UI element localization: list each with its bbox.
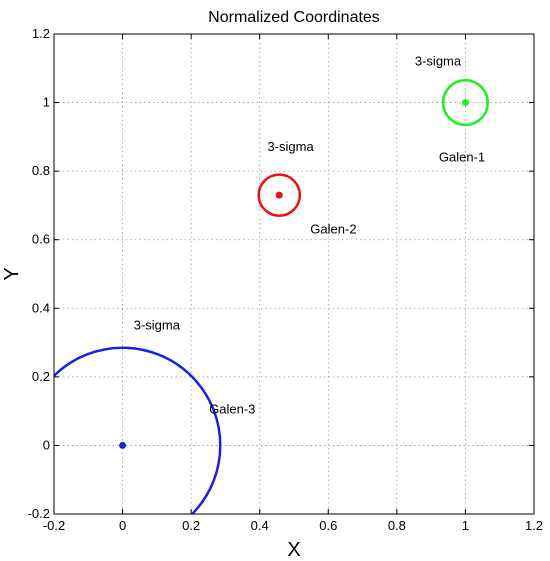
chart-title: Normalized Coordinates — [208, 9, 380, 26]
galen-3-sigma-label: 3-sigma — [134, 317, 181, 332]
x-tick-label: 0.8 — [388, 518, 406, 533]
x-tick-label: 0.2 — [182, 518, 200, 533]
galen-3-center-point — [119, 441, 127, 449]
annotations: Galen-1 3-sigma Galen-2 3-sigma Galen-3 3-sig… — [134, 53, 485, 416]
plot-frame — [53, 33, 535, 515]
x-tick-label: 0.6 — [319, 518, 337, 533]
x-axis-label: X — [287, 539, 300, 561]
galen-1-sigma-label: 3-sigma — [415, 53, 462, 68]
grid — [53, 33, 535, 515]
tick-labels: -0.2 0 0.2 0.4 0.6 0.8 1 1.2 -0.2 0 0.2 0.4 0.6 0.8 1 1… — [28, 26, 543, 533]
galen-2-3-sigma-circle — [257, 173, 302, 217]
series-layer — [54, 79, 489, 514]
y-tick-label: 0.6 — [32, 232, 50, 247]
galen-3-label: Galen-3 — [209, 401, 255, 416]
x-tick-label: 0 — [119, 518, 126, 533]
y-tick-label: 0 — [43, 437, 50, 452]
galen-3-3-sigma-circle — [54, 346, 222, 514]
y-tick-label: 1 — [43, 95, 50, 110]
galen-2-center-point — [275, 191, 283, 199]
y-tick-label: 0.2 — [32, 369, 50, 384]
galen-1-label: Galen-1 — [439, 149, 485, 164]
y-tick-label: -0.2 — [28, 506, 50, 521]
galen-1-3-sigma-circle — [441, 79, 489, 127]
x-tick-label: 1 — [462, 518, 469, 533]
x-tick-label: -0.2 — [43, 518, 65, 533]
galen-2-sigma-label: 3-sigma — [267, 139, 314, 154]
galen-1-center-point — [461, 99, 469, 107]
x-tick-label: 1.2 — [525, 518, 543, 533]
galen-2-label: Galen-2 — [310, 221, 356, 236]
y-tick-label: 0.4 — [32, 300, 50, 315]
x-tick-label: 0.4 — [251, 518, 269, 533]
y-tick-label: 1.2 — [32, 26, 50, 41]
y-tick-label: 0.8 — [32, 163, 50, 178]
y-axis-label: Y — [1, 267, 23, 280]
